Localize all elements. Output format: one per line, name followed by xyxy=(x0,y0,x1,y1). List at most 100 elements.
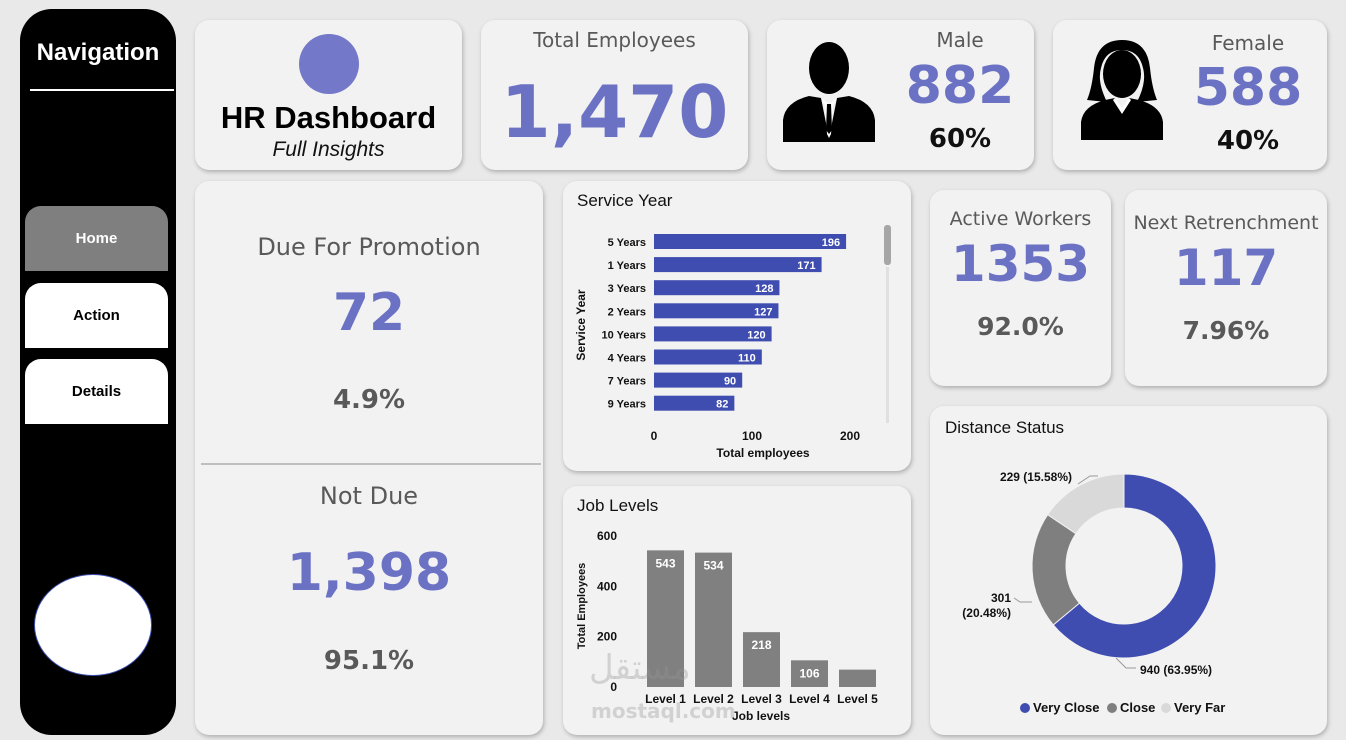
due-for-promotion-value: 72 xyxy=(332,283,406,343)
service-year-data-label: 196 xyxy=(822,237,840,249)
navigation-title: Navigation xyxy=(36,39,160,66)
next-retrenchment-card: Next Retrenchment 117 7.96% xyxy=(1125,190,1327,386)
service-year-data-label: 110 xyxy=(738,353,756,365)
job-levels-y-tick-label: 400 xyxy=(597,579,617,593)
service-year-category-label: 7 Years xyxy=(608,376,646,388)
distance-status-leader-line xyxy=(1077,475,1098,485)
total-employees-card: Total Employees 1,470 xyxy=(481,20,748,170)
distance-status-legend-label: Close xyxy=(1120,700,1155,715)
distance-status-legend-marker xyxy=(1161,703,1171,713)
service-year-data-label: 127 xyxy=(754,306,772,318)
female-person-icon xyxy=(1081,40,1163,140)
not-due-label: Not Due xyxy=(319,482,419,510)
distance-status-chart-title: Distance Status xyxy=(945,418,1065,437)
distance-status-chart: 229 (15.58%) 301(20.48%) 940 (63.95%) Very … xyxy=(962,470,1225,715)
navigation-panel: Navigation Home Action Details xyxy=(20,9,176,735)
nav-home-button[interactable]: Home xyxy=(25,206,168,271)
active-workers-percent: 92.0% xyxy=(977,312,1064,341)
service-year-bar xyxy=(654,349,762,365)
female-percent: 40% xyxy=(1216,126,1280,156)
job-levels-category-label: Level 5 xyxy=(837,692,878,706)
job-levels-x-axis-title: Job levels xyxy=(732,709,790,723)
next-retrenchment-value: 117 xyxy=(1173,239,1279,297)
total-employees-value: 1,470 xyxy=(500,70,729,154)
service-year-bar xyxy=(654,257,822,273)
job-levels-chart-title: Job Levels xyxy=(577,496,659,515)
job-levels-bar xyxy=(695,552,732,687)
service-year-x-tick-label: 0 xyxy=(651,429,658,443)
job-levels-chart: 0 200 400 600 543 Level 1 534 Level 2 218 Level 3… xyxy=(576,529,878,723)
service-year-bar xyxy=(654,234,847,249)
navigation-divider xyxy=(30,89,174,91)
female-card: Female 588 40% xyxy=(1053,20,1327,170)
logo-circle xyxy=(299,34,359,94)
next-retrenchment-percent: 7.96% xyxy=(1182,316,1270,345)
service-year-category-label: 5 Years xyxy=(608,237,646,249)
service-year-y-axis-title: Service Year xyxy=(574,289,588,361)
watermark-latin: mostaql.com xyxy=(591,699,736,723)
nav-details-button[interactable]: Details xyxy=(25,359,168,424)
service-year-bar xyxy=(654,280,780,296)
job-levels-y-tick-label: 200 xyxy=(597,630,617,644)
job-levels-bar xyxy=(839,669,876,687)
job-levels-data-label: 543 xyxy=(655,556,675,570)
distance-status-slice xyxy=(1052,473,1217,659)
service-year-chart-card: Service Year 5 Years 196 1 Years 171 3 Years… xyxy=(563,181,911,471)
service-year-x-tick-label: 100 xyxy=(742,429,762,443)
job-levels-bar xyxy=(743,632,780,687)
service-year-x-tick-label: 200 xyxy=(840,429,860,443)
distance-status-legend-label: Very Close xyxy=(1033,700,1100,715)
male-card: Male 882 60% xyxy=(767,20,1034,170)
job-levels-bar xyxy=(647,550,684,687)
male-value: 882 xyxy=(905,56,1015,116)
due-for-promotion-percent: 4.9% xyxy=(332,385,406,415)
service-year-chart: 5 Years 196 1 Years 171 3 Years 128 2 Years 127… xyxy=(574,225,891,460)
service-year-category-label: 2 Years xyxy=(608,306,646,318)
promotion-divider xyxy=(201,463,541,465)
service-year-bar xyxy=(654,372,743,388)
distance-status-label-close-value: 301 xyxy=(991,591,1011,605)
service-year-category-label: 3 Years xyxy=(608,283,646,295)
job-levels-category-label: Level 1 xyxy=(645,692,686,706)
service-year-data-label: 128 xyxy=(755,283,773,295)
nav-circle-button[interactable] xyxy=(34,574,152,676)
nav-action-button[interactable]: Action xyxy=(25,283,168,348)
job-levels-y-tick-label: 600 xyxy=(597,529,617,543)
service-year-category-label: 10 Years xyxy=(602,329,646,341)
job-levels-chart-card: Job Levels 0 200 400 600 543 Level 1 534 Level … xyxy=(563,486,911,735)
dashboard-subtitle: Full Insights xyxy=(272,138,385,161)
job-levels-data-label: 106 xyxy=(799,666,819,680)
service-year-category-label: 4 Years xyxy=(608,353,646,365)
male-label: Male xyxy=(936,28,984,52)
distance-status-legend-marker xyxy=(1107,703,1117,713)
job-levels-category-label: Level 2 xyxy=(693,692,734,706)
total-employees-label: Total Employees xyxy=(533,28,696,52)
watermark-arabic: مستقل xyxy=(589,648,691,688)
service-year-data-label: 82 xyxy=(716,399,728,411)
service-year-bar xyxy=(654,326,772,342)
male-person-icon xyxy=(783,42,875,142)
job-levels-category-label: Level 3 xyxy=(741,692,782,706)
distance-status-label-very-far: 229 (15.58%) xyxy=(1000,470,1072,484)
job-levels-category-label: Level 4 xyxy=(789,692,830,706)
job-levels-data-label: 218 xyxy=(751,638,771,652)
distance-status-chart-card: Distance Status 229 (15.58%) 301 (20.48%) 9… xyxy=(930,406,1327,735)
next-retrenchment-label: Next Retrenchment xyxy=(1133,212,1319,234)
header-card: HR Dashboard Full Insights xyxy=(195,20,462,170)
distance-status-leader-line xyxy=(1115,657,1136,669)
active-workers-card: Active Workers 1353 92.0% xyxy=(930,190,1111,386)
dashboard-title: HR Dashboard xyxy=(220,100,437,135)
active-workers-value: 1353 xyxy=(950,235,1091,293)
male-percent: 60% xyxy=(928,124,992,154)
service-year-category-label: 9 Years xyxy=(608,399,646,411)
promotion-card: Due For Promotion 72 4.9% Not Due 1,398 … xyxy=(195,181,543,735)
not-due-value: 1,398 xyxy=(286,543,452,603)
service-year-chart-title: Service Year xyxy=(577,191,673,210)
service-year-scrollbar-thumb xyxy=(884,225,891,265)
service-year-data-label: 90 xyxy=(724,376,736,388)
service-year-bar xyxy=(654,395,735,411)
distance-status-legend-label: Very Far xyxy=(1174,700,1225,715)
job-levels-y-tick-label: 0 xyxy=(610,680,617,694)
service-year-category-label: 1 Years xyxy=(608,260,646,272)
job-levels-data-label: 534 xyxy=(703,559,723,573)
